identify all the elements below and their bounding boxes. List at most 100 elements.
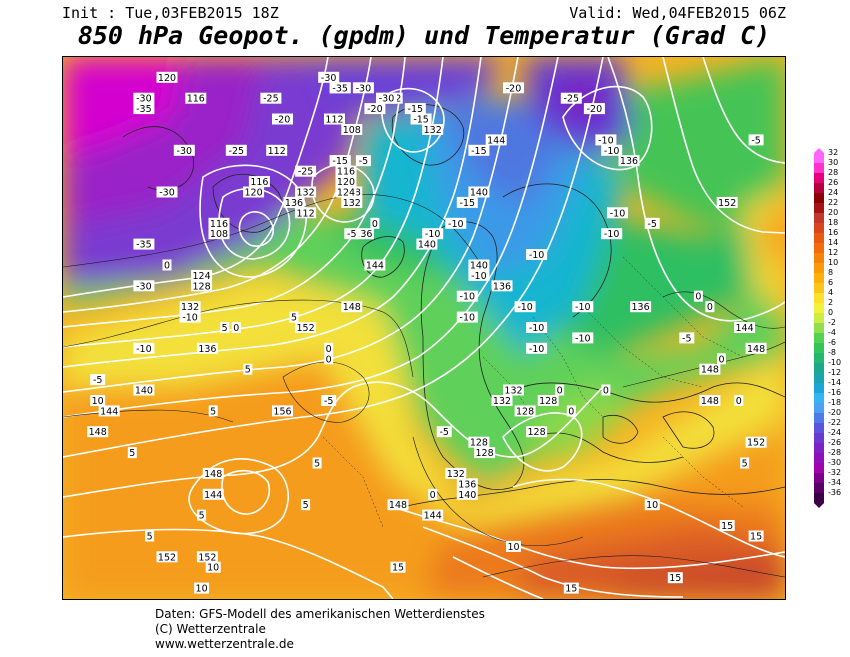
temperature-label-text: -5	[359, 156, 368, 167]
temperature-label-box	[127, 447, 137, 459]
geopotential-label-text: 112	[297, 208, 315, 219]
geopotential-label: 128	[474, 447, 496, 459]
colorbar-swatch	[814, 153, 824, 164]
colorbar-swatch	[814, 473, 824, 484]
temperature-label-box	[506, 540, 521, 552]
geopotential-label: 152	[156, 551, 178, 563]
temperature-label-box	[329, 155, 351, 167]
temperature-label-text: -25	[263, 94, 279, 105]
temperature-label: 5	[289, 311, 299, 324]
temperature-label-box	[667, 572, 683, 584]
colorbar-label: 32	[828, 148, 839, 157]
temperature-label-text: -30	[136, 94, 152, 105]
temperature-label: 5	[312, 457, 322, 470]
geopotential-label-box	[474, 447, 496, 459]
geopotential-label-box	[491, 395, 513, 406]
temperature-label-text: -10	[136, 344, 152, 355]
temperature-label-box	[312, 457, 322, 469]
geopotential-label: 152	[716, 196, 738, 209]
temperature-label: -30	[352, 82, 374, 94]
weather-map: 1201161121121161201081161121361321241281…	[62, 56, 786, 600]
geopotential-label-text: 116	[187, 94, 205, 105]
colorbar-swatch	[814, 263, 824, 274]
geopotential-label-text: 152	[198, 552, 216, 563]
temperature-label: 0	[324, 342, 334, 355]
geopotential-label-text: 128	[528, 427, 546, 438]
geopotential-label-text: 140	[458, 490, 476, 501]
geopotential-label-text: 120	[158, 73, 176, 84]
colorbar-label: 24	[828, 188, 839, 197]
geopotential-label-box	[422, 509, 444, 521]
geopotential-labels: 1201161121121161201081161121361321241281…	[87, 71, 767, 563]
temperature-label: 0	[231, 322, 241, 334]
geopotential-label-text: 132	[447, 469, 465, 480]
geopotential-label-text: 132	[424, 125, 442, 136]
geopotential-label-box	[295, 322, 317, 333]
temperature-label-text: -10	[182, 313, 198, 324]
temperature-label-box	[133, 92, 155, 104]
colorbar-label: -18	[828, 398, 842, 407]
colorbar-swatch	[814, 163, 824, 174]
colorbar-label: 8	[828, 268, 834, 277]
geopotential-label-text: 136	[285, 198, 303, 209]
temperature-label-box	[231, 322, 241, 333]
geopotential-label: 124	[191, 269, 213, 282]
colorbar-label: 30	[828, 158, 839, 167]
geopotential-label-box	[456, 478, 478, 490]
temperature-labels: -30-35-25-20-30-35-30-30-20-25-20-30-30-…	[90, 71, 764, 595]
geopotential-label-text: 148	[204, 469, 222, 480]
geopotential-label-box	[745, 342, 767, 354]
temperature-label-text: -5	[751, 135, 760, 146]
geopotential-label-box	[468, 436, 490, 448]
geopotential-label: 148	[87, 426, 109, 438]
geopotential-label-text: 140	[470, 188, 488, 199]
colorbar-swatch	[814, 403, 824, 414]
geopotential-label-text: 136	[354, 229, 372, 240]
geopotential-label-box	[156, 71, 178, 83]
temperature-label: -5	[355, 155, 371, 167]
temperature-label: -30	[133, 280, 155, 292]
temperature-label-text: 0	[233, 323, 239, 334]
geopotential-label-box	[196, 342, 218, 354]
geopotential-label-text: 120	[337, 177, 355, 188]
colorbar-canvas	[814, 148, 824, 508]
geopotential-label-box	[352, 228, 374, 240]
colorbar-label: 22	[828, 198, 839, 207]
temperature-label-text: 0	[603, 386, 609, 397]
colorbar-swatch	[814, 463, 824, 474]
colorbar-swatch	[814, 313, 824, 324]
temperature-label-text: 15	[669, 573, 681, 584]
geopotential-label-box	[98, 405, 120, 417]
temperature-label-box	[514, 301, 536, 313]
colorbar-swatch	[814, 393, 824, 404]
temperature-label-box	[748, 134, 764, 146]
temperature-label-text: 0	[326, 354, 332, 365]
temperature-label: 0	[601, 384, 611, 397]
temperature-label-text: -30	[177, 146, 193, 157]
temperature-label-box	[194, 582, 210, 594]
temperature-label-box	[162, 259, 172, 271]
temperature-label-text: -20	[275, 115, 291, 126]
temperature-label-box	[272, 113, 293, 125]
geopotential-label-text: 148	[389, 500, 407, 511]
colorbar-label: -14	[828, 378, 842, 387]
colorbar-label: -30	[828, 458, 842, 467]
colorbar-labels: 32 30 28 26 24 22 20 18 16 14 12 10 8 6 4 2 0 -2 -4 -6 -8 -10…	[828, 148, 850, 508]
valid-time: Valid: Wed,04FEB2015 06Z	[569, 4, 786, 22]
temperature-colorbar	[813, 148, 825, 508]
temperature-label-text: -10	[604, 229, 620, 240]
temperature-label-box	[156, 186, 178, 198]
geopotential-label-box	[191, 269, 213, 281]
temperature-label: 5	[740, 457, 750, 470]
colorbar-swatch	[814, 493, 824, 504]
temperature-label-box	[445, 217, 467, 229]
temperature-label-box	[370, 217, 380, 229]
colorbar-label: -12	[828, 368, 842, 377]
geopotential-label-box	[208, 228, 230, 240]
geopotential-label: 112	[295, 207, 317, 219]
colorbar-swatch	[814, 363, 824, 374]
temperature-label: -30	[156, 186, 178, 199]
temperature-label-text: -30	[159, 188, 175, 199]
temperature-label-text: -15	[408, 104, 424, 115]
footer-website[interactable]: www.wetterzentrale.de	[155, 637, 294, 651]
